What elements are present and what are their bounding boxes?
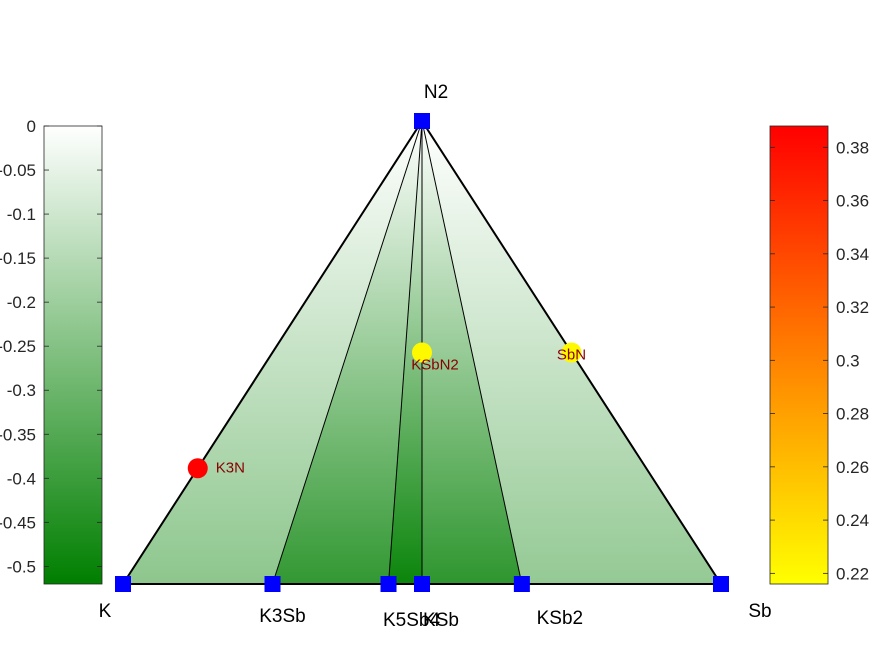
unstable-phase-label: KSbN2 — [411, 357, 459, 374]
colorbar-tick-label: -0.35 — [0, 425, 36, 444]
colorbar-tick-label: 0.36 — [836, 192, 869, 211]
colorbar-tick-label: 0 — [27, 117, 36, 136]
colorbar-tick-label: 0.24 — [836, 511, 869, 530]
colorbar-tick-label: 0.32 — [836, 298, 869, 317]
colorbar-tick-label: -0.45 — [0, 513, 36, 532]
tie-line — [388, 120, 423, 585]
stable-phase-label: K3Sb — [259, 606, 305, 627]
stable-phase-label: KSb2 — [537, 608, 583, 629]
stable-phase-marker — [115, 576, 131, 592]
colorbar-tick-label: 0.22 — [836, 564, 869, 583]
colorbar-tick-label: -0.5 — [7, 557, 36, 576]
vertex-label-top: N2 — [424, 82, 448, 103]
stable-phase-marker — [264, 576, 281, 592]
unstable-phase-label: SbN — [557, 347, 586, 364]
colorbar-tick-label: -0.2 — [7, 293, 36, 312]
colorbar-tick-label: -0.1 — [7, 205, 36, 224]
formation-energy-colorbar-ticks: 0 -0.05 -0.1 -0.15 -0.2 -0.25 -0.3 -0.35 -0.4 -0.… — [0, 117, 102, 576]
formation-energy-colorbar — [43, 125, 103, 585]
colorbar-tick-label: -0.15 — [0, 249, 36, 268]
colorbar-tick-label: 0.34 — [836, 245, 869, 264]
colorbar-tick-label: -0.25 — [0, 337, 36, 356]
colorbar-tick-label: -0.05 — [0, 161, 36, 180]
tie-line — [272, 120, 423, 585]
stable-phase-marker — [414, 576, 430, 592]
vertex-label-right: Sb — [748, 601, 771, 622]
ehull-colorbar — [769, 125, 829, 585]
stable-phase-marker — [513, 576, 530, 592]
stable-phase-label: KSb — [423, 610, 459, 631]
stable-phase-marker — [414, 113, 430, 129]
colorbar-tick-label: 0.3 — [836, 351, 860, 370]
stable-phase-marker — [713, 576, 729, 592]
vertex-label-left: K — [99, 601, 112, 622]
unstable-phase-marker — [412, 342, 432, 363]
colorbar-tick-label: 0.26 — [836, 458, 869, 477]
tie-line — [421, 120, 523, 585]
stable-phase-marker — [380, 576, 397, 592]
unstable-phase-label: K3N — [216, 459, 245, 476]
unstable-phase-marker — [561, 342, 582, 363]
colorbar-tick-label: -0.4 — [7, 469, 36, 488]
colorbar-tick-label: 0.28 — [836, 405, 869, 424]
unstable-phase-marker — [187, 458, 208, 479]
ehull-colorbar-ticks: 0.22 0.24 0.26 0.28 0.3 0.32 0.34 0.36 0.38 — [770, 138, 869, 583]
stable-phases — [115, 113, 729, 592]
colorbar-tick-label: -0.3 — [7, 381, 36, 400]
colorbar-tick-label: 0.38 — [836, 138, 869, 157]
unstable-phases: K3N KSbN2 SbN — [187, 342, 586, 479]
stable-phase-label: K5Sb4 — [383, 610, 440, 631]
